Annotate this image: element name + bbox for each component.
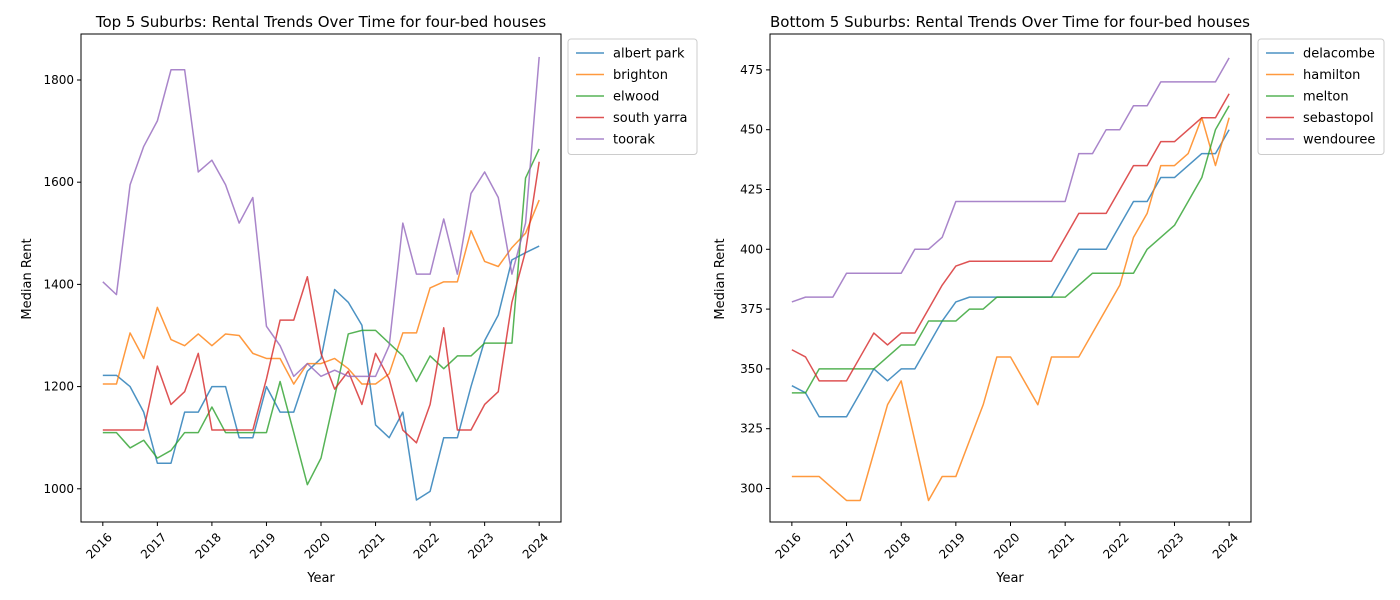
- y-tick-label: 1200: [43, 380, 74, 394]
- legend-label: sebastopol: [1303, 111, 1374, 126]
- legend-label: wendouree: [1303, 133, 1375, 148]
- chart-title: Bottom 5 Suburbs: Rental Trends Over Tim…: [770, 13, 1250, 31]
- legend-box: [1257, 38, 1385, 155]
- legend: albert park brighton elwood south yarra toor…: [567, 38, 698, 155]
- y-tick-label: 1600: [43, 175, 74, 189]
- legend-label: delacombe: [1303, 47, 1375, 62]
- series-line-south-yarra: [102, 161, 540, 444]
- y-tick-label: 300: [740, 482, 763, 496]
- legend-label: toorak: [613, 133, 655, 148]
- series-line-brighton: [102, 199, 540, 385]
- y-tick-label: 400: [740, 242, 763, 256]
- series-lines: [102, 56, 540, 501]
- y-tick-label: 1800: [43, 73, 74, 87]
- legend: delacombe hamilton melton sebastopol wendour…: [1257, 38, 1385, 155]
- x-axis-label: Year: [995, 571, 1024, 586]
- y-tick-label: 350: [740, 362, 763, 376]
- legend-label: albert park: [613, 47, 685, 62]
- series-line-wendouree: [791, 57, 1230, 303]
- legend-box: [567, 38, 698, 155]
- series-line-albert-park: [102, 245, 540, 501]
- legend-label: south yarra: [613, 111, 688, 126]
- series-lines: [791, 57, 1230, 502]
- legend-label: elwood: [613, 90, 659, 105]
- series-line-melton: [791, 105, 1230, 394]
- y-axis-label: Median Rent: [20, 238, 35, 319]
- y-tick-label: 1400: [43, 277, 74, 291]
- y-axis-label: Median Rent: [713, 238, 728, 319]
- series-line-hamilton: [791, 116, 1230, 502]
- series-line-elwood: [102, 148, 540, 486]
- y-tick-label: 325: [740, 422, 763, 436]
- legend-label: brighton: [613, 68, 668, 83]
- y-tick-label: 450: [740, 123, 763, 137]
- y-tick-label: 475: [740, 63, 763, 77]
- y-tick-label: 425: [740, 182, 763, 196]
- y-tick-label: 1000: [43, 482, 74, 496]
- series-line-sebastopol: [791, 93, 1230, 382]
- y-tick-label: 375: [740, 302, 763, 316]
- legend-label: hamilton: [1303, 68, 1360, 83]
- series-line-toorak: [102, 56, 540, 378]
- x-axis-label: Year: [306, 571, 335, 586]
- legend-label: melton: [1303, 90, 1349, 105]
- chart-title: Top 5 Suburbs: Rental Trends Over Time f…: [95, 13, 546, 31]
